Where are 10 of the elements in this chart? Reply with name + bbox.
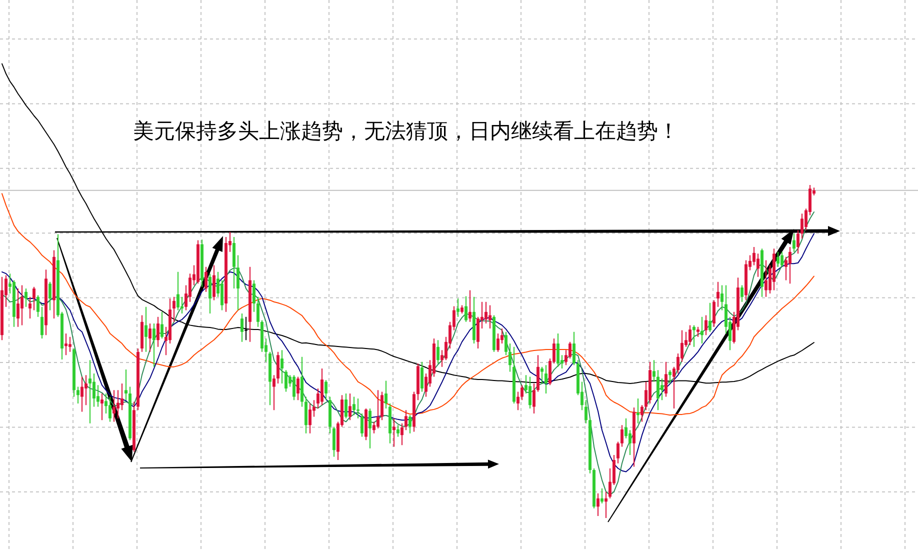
candlestick: [68, 336, 72, 352]
candlestick: [88, 360, 92, 424]
candlestick: [636, 398, 640, 424]
candlestick: [356, 398, 360, 418]
candlestick: [64, 334, 68, 356]
chart-title: 美元保持多头上涨趋势，无法猜顶，日内继续看上在趋势！: [133, 119, 679, 143]
candlestick: [604, 492, 608, 518]
candlestick: [244, 316, 248, 340]
candlestick: [456, 298, 460, 317]
candlestick: [124, 369, 128, 400]
